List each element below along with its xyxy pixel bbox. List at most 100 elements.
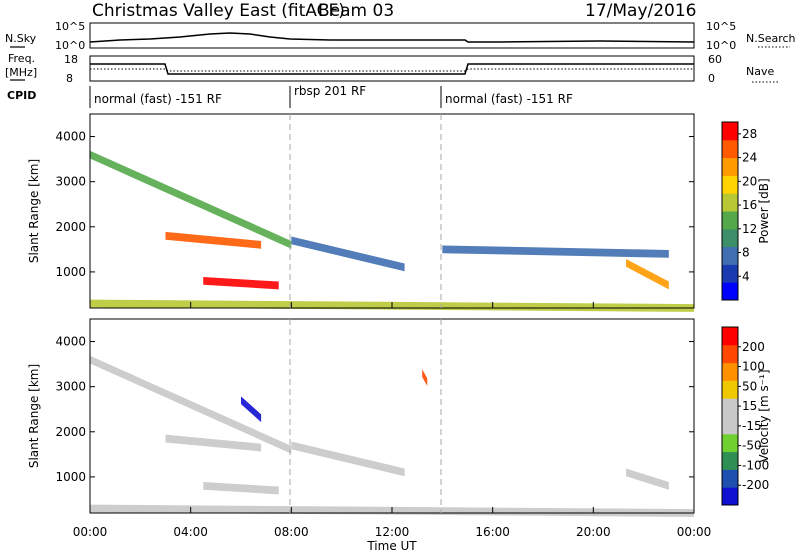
power-colorbar-tick-label: 12 [742, 222, 757, 236]
nave-tick-bottom: 0 [708, 72, 715, 85]
freq-trace [90, 63, 694, 75]
velocity-colorbar-cell [722, 451, 738, 470]
power-colorbar-tick-label: 28 [742, 127, 757, 141]
plot-title: Christmas Valley East (fitACF) [92, 1, 345, 21]
velocity-ylabel: Slant Range [km] [27, 364, 41, 468]
power-colorbar-cell [722, 157, 738, 176]
nsky-label: N.Sky [5, 32, 37, 45]
power-echo-band [165, 231, 262, 249]
nsky-tick-bottom: 10^0 [55, 39, 85, 52]
power-echo-band [291, 236, 405, 272]
velocity-colorbar-label: Velocity [m s⁻¹] [757, 369, 771, 462]
power-ylabel: Slant Range [km] [27, 159, 41, 263]
power-colorbar-frame [721, 121, 739, 301]
velocity-echo-band [291, 441, 405, 477]
nsky-panel: N.Sky 10^5 10^0 10^5 10^0 N.Search [5, 20, 796, 52]
velocity-colorbar-tick-label: -50 [742, 439, 762, 453]
velocity-colorbar-cell [722, 344, 738, 364]
velocity-colorbar-cell [722, 398, 738, 417]
date-label: 17/May/2016 [585, 1, 697, 21]
velocity-colorbar-tick-label: -200 [742, 478, 769, 492]
power-colorbar-label: Power [dB] [757, 178, 771, 243]
nave-label: Nave [746, 65, 774, 78]
y-tick-label: 4000 [55, 335, 86, 349]
velocity-colorbar-frame [721, 326, 739, 506]
nave-tick-top: 60 [708, 53, 722, 66]
power-colorbar-cell [722, 175, 738, 194]
velocity-colorbar-tick-label: 200 [742, 340, 765, 354]
velocity-echo-band [165, 434, 262, 452]
velocity-echo-band [241, 396, 262, 423]
power-colorbar-cell [722, 228, 738, 248]
freq-label: Freq. [8, 52, 35, 65]
power-colorbar-tick-label: 24 [742, 151, 757, 165]
power-echo-band [203, 277, 279, 290]
power-colorbar-cell [722, 246, 738, 265]
velocity-colorbar-cell [722, 362, 738, 381]
cpid-panel: CPID normal (fast) -151 RF rbsp 201 RF n… [7, 84, 573, 108]
velocity-colorbar-tick-label: 100 [742, 360, 765, 374]
y-tick-label: 3000 [55, 380, 86, 394]
power-colorbar-cell [722, 211, 738, 230]
y-tick-label: 3000 [55, 175, 86, 189]
nsearch-label: N.Search [746, 32, 796, 45]
velocity-echo-band [626, 468, 669, 490]
velocity-echo-band [90, 355, 292, 454]
freq-tick-top: 18 [64, 53, 78, 66]
nsky-trace [89, 32, 695, 43]
x-tick-label: 16:00 [475, 525, 510, 539]
velocity-panel: 1000 2000 3000 4000 Slant Range [km] 200 100… [27, 318, 771, 517]
y-tick-label: 1000 [55, 265, 86, 279]
velocity-colorbar-cell [722, 487, 738, 506]
power-colorbar-cell [722, 193, 738, 212]
velocity-echo-band [203, 482, 279, 495]
nsearch-tick-top: 10^5 [706, 20, 736, 33]
power-colorbar-cell [722, 282, 738, 301]
velocity-colorbar-tick-label: 50 [742, 379, 757, 393]
velocity-colorbar-tick-label: 15 [742, 399, 757, 413]
velocity-colorbar-cell [722, 327, 738, 346]
x-tick-label: 00:00 [73, 525, 108, 539]
y-tick-label: 1000 [55, 470, 86, 484]
cpid-segment-2: rbsp 201 RF [294, 84, 366, 98]
power-colorbar-tick-label: 20 [742, 174, 757, 188]
velocity-colorbar-cell [722, 433, 738, 453]
nave-trace [90, 68, 694, 72]
nsearch-tick-bottom: 10^0 [706, 39, 736, 52]
x-tick-label: 12:00 [375, 525, 410, 539]
beam-label: Beam 03 [318, 1, 394, 21]
cpid-segment-1: normal (fast) -151 RF [94, 92, 222, 106]
power-echo-band [626, 259, 669, 290]
power-echo-band [442, 245, 669, 258]
power-colorbar-tick-label: 16 [742, 198, 757, 212]
power-colorbar-cell [722, 139, 738, 159]
velocity-colorbar-cell [722, 469, 738, 488]
x-tick-label: 08:00 [274, 525, 309, 539]
velocity-colorbar-tick-label: -15 [742, 419, 762, 433]
velocity-colorbar-tick-label: -100 [742, 458, 769, 472]
power-panel: 1000 2000 3000 4000 Slant Range [km] 4 8 12 16… [27, 113, 771, 312]
velocity-colorbar-cell [722, 380, 738, 399]
x-tick-label: 04:00 [173, 525, 208, 539]
power-colorbar-tick-label: 4 [742, 269, 750, 283]
y-tick-label: 2000 [55, 425, 86, 439]
time-axis: 00:00 04:00 08:00 12:00 16:00 20:00 00:00 [73, 302, 712, 539]
power-colorbar-tick-label: 8 [742, 246, 750, 260]
cpid-label: CPID [7, 89, 36, 102]
power-colorbar-cell [722, 264, 738, 283]
power-colorbar-cell [722, 122, 738, 141]
freq-unit: [MHz] [5, 66, 37, 79]
freq-panel: Freq. [MHz] 18 8 60 0 Nave [5, 52, 780, 85]
x-axis-label: Time UT [366, 539, 417, 553]
power-echo-band [90, 150, 292, 249]
y-tick-label: 4000 [55, 130, 86, 144]
cpid-segment-3: normal (fast) -151 RF [445, 92, 573, 106]
velocity-colorbar-cell [722, 416, 738, 435]
freq-tick-bottom: 8 [66, 72, 73, 85]
nsky-tick-top: 10^5 [55, 20, 85, 33]
velocity-echo-band [422, 369, 428, 387]
y-tick-label: 2000 [55, 220, 86, 234]
x-tick-label: 20:00 [576, 525, 611, 539]
x-tick-label: 00:00 [677, 525, 712, 539]
